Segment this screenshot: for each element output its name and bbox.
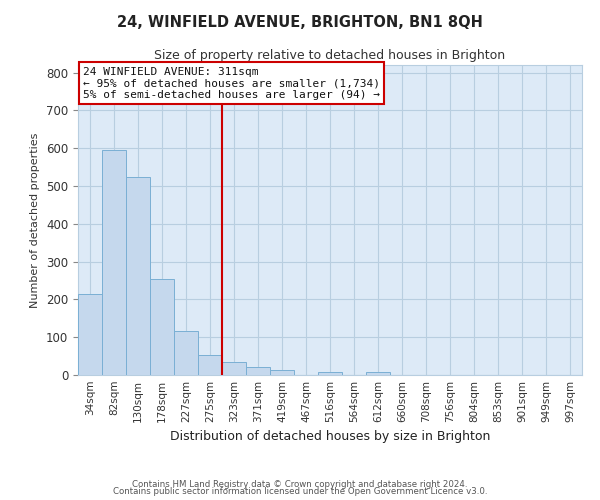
Bar: [222, 362, 246, 375]
Bar: [102, 150, 126, 375]
Bar: [318, 372, 342, 375]
Bar: [174, 331, 198, 375]
Bar: [246, 368, 270, 375]
X-axis label: Distribution of detached houses by size in Brighton: Distribution of detached houses by size …: [170, 430, 490, 444]
Title: Size of property relative to detached houses in Brighton: Size of property relative to detached ho…: [154, 50, 506, 62]
Bar: [198, 356, 222, 375]
Text: Contains public sector information licensed under the Open Government Licence v3: Contains public sector information licen…: [113, 487, 487, 496]
Bar: [126, 176, 150, 375]
Bar: [366, 372, 390, 375]
Text: Contains HM Land Registry data © Crown copyright and database right 2024.: Contains HM Land Registry data © Crown c…: [132, 480, 468, 489]
Y-axis label: Number of detached properties: Number of detached properties: [31, 132, 40, 308]
Bar: [270, 370, 294, 375]
Bar: [150, 278, 174, 375]
Text: 24 WINFIELD AVENUE: 311sqm
← 95% of detached houses are smaller (1,734)
5% of se: 24 WINFIELD AVENUE: 311sqm ← 95% of deta…: [83, 66, 380, 100]
Text: 24, WINFIELD AVENUE, BRIGHTON, BN1 8QH: 24, WINFIELD AVENUE, BRIGHTON, BN1 8QH: [117, 15, 483, 30]
Bar: [78, 294, 102, 375]
